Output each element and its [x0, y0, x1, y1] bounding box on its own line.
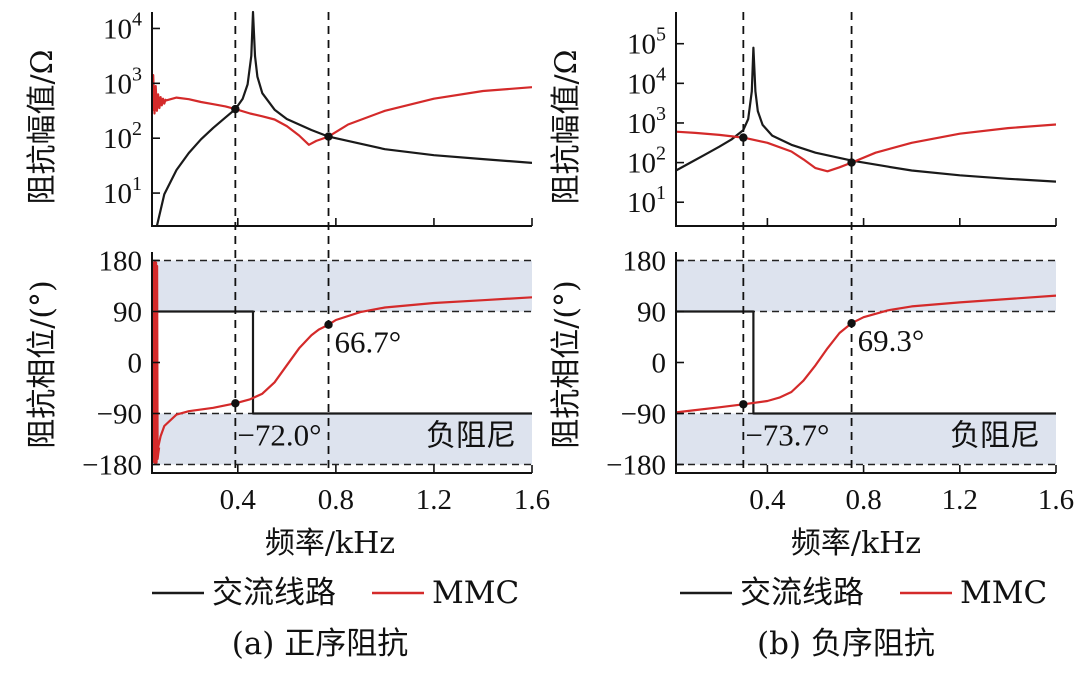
phase-annotation: −72.0°: [237, 418, 321, 453]
magnitude-tick-label: 101: [627, 182, 666, 219]
x-tick-label: 1.2: [416, 484, 452, 516]
ac-line-magnitude-line: [676, 46, 1056, 183]
phase-crossover-point: [847, 319, 856, 328]
magnitude-tick-label: 102: [103, 118, 142, 155]
negative-damping-band: [676, 260, 1056, 312]
magnitude-crossover-point: [847, 158, 856, 167]
ac-line-phase-line: [676, 310, 1056, 415]
magnitude-tick-label: 102: [627, 143, 666, 180]
ac-line-magnitude-line: [155, 10, 532, 226]
x-tick-label: 1.6: [514, 484, 550, 516]
x-tick-label: 0.8: [845, 484, 881, 516]
phase-tick-label: −90: [621, 399, 666, 431]
phase-tick-label: 0: [652, 348, 667, 380]
magnitude-crossover-point: [231, 104, 240, 114]
phase-tick-label: −180: [82, 450, 142, 482]
negative-damping-band: [152, 260, 532, 312]
legend: 交流线路 MMC: [680, 575, 1047, 611]
x-axis-label: 频率/kHz: [265, 526, 395, 561]
x-tick-label: 1.2: [942, 484, 978, 516]
negative-damping-band: [152, 413, 532, 465]
phase-crossover-point: [324, 320, 333, 329]
x-tick-label: 0.8: [318, 484, 354, 516]
chart-panel-a: 101 102 103 104 180 90 0 −90 −180 0.4 0.8 1.2 1.6 阻抗幅…: [25, 8, 550, 662]
negative-damping-band: [676, 413, 1056, 465]
x-axis-label: 频率/kHz: [791, 526, 921, 561]
magnitude-ylabel: 阻抗幅值/Ω: [25, 50, 60, 205]
mmc-phase-line: [154, 296, 532, 460]
ac-line-phase-line: [152, 310, 532, 415]
x-tick-label: 1.6: [1038, 484, 1074, 516]
magnitude-tick-label: 101: [103, 173, 142, 210]
phase-tick-label: −180: [606, 450, 666, 482]
panel-caption: (b) 负序阻抗: [757, 626, 935, 662]
phase-axes: [675, 252, 1056, 474]
legend-label: 交流线路: [212, 575, 336, 611]
phase-crossover-point: [739, 400, 748, 409]
phase-tick-label: 90: [113, 297, 142, 329]
panel-caption: (a) 正序阻抗: [232, 626, 409, 662]
phase-tick-label: 180: [99, 246, 143, 278]
magnitude-tick-label: 105: [627, 24, 666, 61]
magnitude-tick-label: 104: [103, 8, 142, 45]
phase-annotation: 66.7°: [335, 325, 402, 360]
negative-damping-label: 负阻尼: [950, 419, 1040, 454]
mmc-magnitude-line: [152, 86, 532, 146]
mmc-magnitude-line: [152, 73, 168, 115]
magnitude-crossover-point: [324, 132, 333, 141]
magnitude-axes: [675, 12, 1056, 227]
magnitude-axes: [151, 12, 532, 227]
phase-axes: [151, 252, 532, 474]
magnitude-tick-label: 104: [627, 63, 666, 100]
x-tick-label: 0.4: [220, 484, 257, 516]
phase-ylabel: 阻抗相位/(°): [25, 280, 60, 449]
phase-crossover-point: [231, 399, 240, 408]
phase-tick-label: −90: [97, 399, 142, 431]
magnitude-tick-label: 103: [103, 63, 142, 100]
phase-tick-label: 180: [623, 246, 667, 278]
negative-damping-label: 负阻尼: [426, 419, 516, 454]
phase-annotation: 69.3°: [858, 323, 925, 358]
phase-tick-label: 90: [637, 297, 666, 329]
phase-ylabel: 阻抗相位/(°): [549, 280, 584, 449]
magnitude-tick-label: 103: [627, 103, 666, 140]
magnitude-crossover-point: [739, 133, 748, 142]
mmc-phase-line: [152, 260, 161, 465]
phase-annotation: −73.7°: [745, 418, 829, 453]
magnitude-ylabel: 阻抗幅值/Ω: [549, 50, 584, 205]
mmc-magnitude-line: [676, 123, 1056, 173]
legend: 交流线路 MMC: [152, 575, 519, 611]
legend-label: MMC: [960, 575, 1047, 611]
legend-label: 交流线路: [740, 575, 864, 611]
legend-label: MMC: [432, 575, 519, 611]
x-tick-label: 0.4: [749, 484, 786, 516]
phase-tick-label: 0: [128, 348, 143, 380]
